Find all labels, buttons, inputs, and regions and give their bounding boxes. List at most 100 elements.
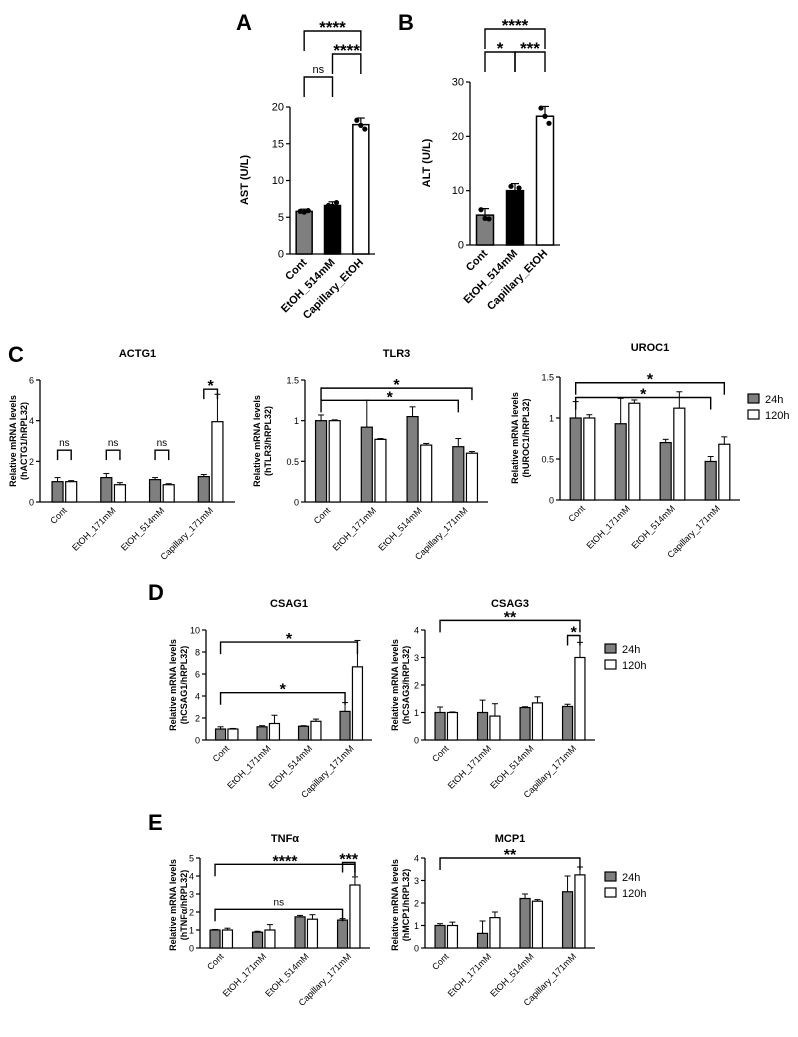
bar: [336, 919, 349, 949]
panel-label-b: B: [398, 10, 414, 35]
significance-bracket-line: [154, 449, 170, 461]
bar: [256, 726, 268, 741]
significance-bracket-line: [105, 449, 121, 461]
bar: [531, 900, 544, 949]
chart-3: 0 0.5 1 1.5 TLR3 Relative mRNA levels(hTLR3/h…: [252, 348, 488, 562]
significance-bracket-label: ***: [520, 39, 540, 58]
significance-bracket-line: [303, 76, 334, 97]
significance-bracket-label: *: [640, 387, 647, 404]
y-tick-label: 1: [189, 926, 194, 936]
x-tick-label: Capillary_171mM: [158, 505, 215, 562]
data-point: [482, 215, 488, 221]
x-tick-label: EtOH_171mM: [446, 951, 493, 998]
bar: [628, 402, 641, 501]
y-tick-label: 0: [414, 944, 419, 954]
y-tick-label: 8: [195, 648, 200, 658]
y-tick-label: 10: [190, 626, 200, 636]
chart-title: TLR3: [383, 348, 411, 360]
significance-bracket-line: [484, 28, 546, 49]
y-axis-label: Relative mRNA levels(hTNFα/hRPL32): [168, 859, 189, 951]
bar: [489, 715, 501, 741]
bar: [221, 929, 234, 949]
chart-4: 0 0.5 1 1.5 UROC1 Relative mRNA levels(hUROC1…: [510, 342, 740, 560]
y-tick-label: 3: [414, 876, 419, 886]
bar: [339, 710, 351, 741]
y-axis-label-line: Relative mRNA levels: [168, 859, 178, 951]
y-tick-label: 6: [29, 376, 34, 386]
chart-title: ACTG1: [119, 348, 156, 360]
y-tick-label: 6: [195, 670, 200, 680]
y-axis-label-line: Relative mRNA levels: [390, 639, 400, 731]
chart-6: 0 1 2 3 4 CSAG3 Relative mRNA levels(hCSAG3/hR…: [390, 598, 595, 800]
y-tick-label: 20: [452, 131, 464, 143]
bar: [406, 416, 419, 503]
x-tick-label: EtOH_514mM: [376, 505, 423, 552]
y-tick-label: 30: [452, 77, 464, 89]
data-point: [486, 216, 492, 222]
x-tick-label: EtOH_171mM: [70, 505, 117, 552]
significance-bracket-label: *: [387, 389, 394, 406]
data-point: [478, 207, 484, 213]
y-tick-label: 10: [452, 185, 464, 197]
data-point: [329, 203, 336, 209]
bar: [535, 115, 555, 246]
x-tick-label: Cont: [48, 505, 69, 526]
legend-swatch: [604, 643, 617, 654]
y-axis-label-line: (hCSAG1/hRPL32): [179, 646, 189, 725]
bar: [476, 711, 489, 741]
y-tick-label: 0: [458, 240, 464, 252]
significance-bracket-line: [439, 857, 581, 870]
legend-swatch: [747, 393, 760, 404]
bar: [294, 916, 306, 949]
y-axis-label: Relative mRNA levels(hMCP1/hRPL32): [390, 859, 411, 951]
bar: [352, 123, 370, 255]
x-tick-label: Cont: [430, 951, 451, 972]
bar: [434, 711, 446, 741]
legend-label: 24h: [765, 394, 783, 406]
significance-bracket-line: [574, 382, 726, 395]
y-axis-label-line: (hMCP1/hRPL32): [401, 869, 411, 942]
y-tick-label: 0: [189, 944, 194, 954]
y-tick-label: 2: [29, 457, 34, 467]
x-tick-label: Cont: [211, 743, 232, 764]
bar: [51, 481, 64, 503]
bar: [531, 702, 544, 741]
y-tick-label: 0.5: [541, 455, 554, 465]
significance-bracket-label: *: [280, 682, 287, 699]
data-point: [362, 126, 368, 132]
bar: [227, 728, 239, 741]
chart-8: 0 1 2 3 4 MCP1 Relative mRNA levels(hMCP1/hRPL…: [390, 833, 595, 1008]
y-axis-label: AST (U/L): [239, 155, 251, 205]
significance-bracket-line: [303, 30, 362, 51]
legend-swatch: [604, 659, 617, 670]
significance-bracket-label: ****: [273, 853, 299, 870]
significance-bracket-line: [341, 861, 356, 873]
x-tick-label: EtOH_514mM: [263, 951, 310, 998]
significance-bracket-label: ns: [157, 438, 168, 449]
bar: [374, 438, 387, 503]
y-tick-label: 5: [278, 212, 284, 224]
bar: [314, 420, 328, 503]
chart-title: CSAG1: [270, 598, 308, 610]
bar: [561, 705, 574, 741]
bar: [614, 423, 627, 501]
y-axis-label: Relative mRNA levels(hTLR3/hRPL32): [252, 395, 273, 487]
y-axis-label-line: (hUROC1/hRPL32): [521, 398, 531, 477]
bar: [351, 666, 364, 741]
bar: [297, 725, 310, 741]
bar: [214, 728, 227, 741]
y-axis-label-line: Relative mRNA levels: [8, 395, 18, 487]
bar: [328, 420, 341, 503]
legend: 24h 120h: [604, 871, 646, 900]
significance-bracket-line: [214, 908, 344, 922]
chart-title: MCP1: [495, 833, 526, 845]
y-axis-label-line: (hTLR3/hRPL32): [263, 406, 273, 476]
x-tick-label: Cont: [566, 503, 587, 524]
bar: [434, 924, 446, 949]
data-point: [305, 208, 311, 214]
bar: [704, 460, 717, 501]
x-tick-label: Cont: [464, 247, 490, 273]
legend-swatch: [747, 409, 760, 420]
bar: [476, 932, 489, 949]
